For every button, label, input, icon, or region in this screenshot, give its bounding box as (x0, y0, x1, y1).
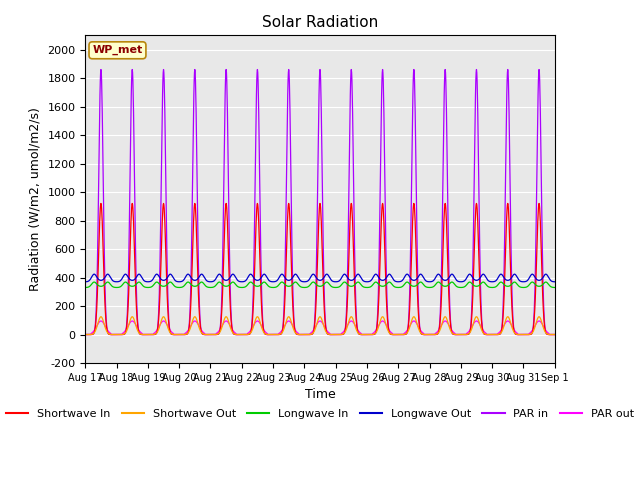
Text: WP_met: WP_met (92, 45, 143, 55)
Title: Solar Radiation: Solar Radiation (262, 15, 378, 30)
Y-axis label: Radiation (W/m2, umol/m2/s): Radiation (W/m2, umol/m2/s) (29, 107, 42, 291)
X-axis label: Time: Time (305, 388, 335, 401)
Legend: Shortwave In, Shortwave Out, Longwave In, Longwave Out, PAR in, PAR out: Shortwave In, Shortwave Out, Longwave In… (2, 404, 638, 423)
